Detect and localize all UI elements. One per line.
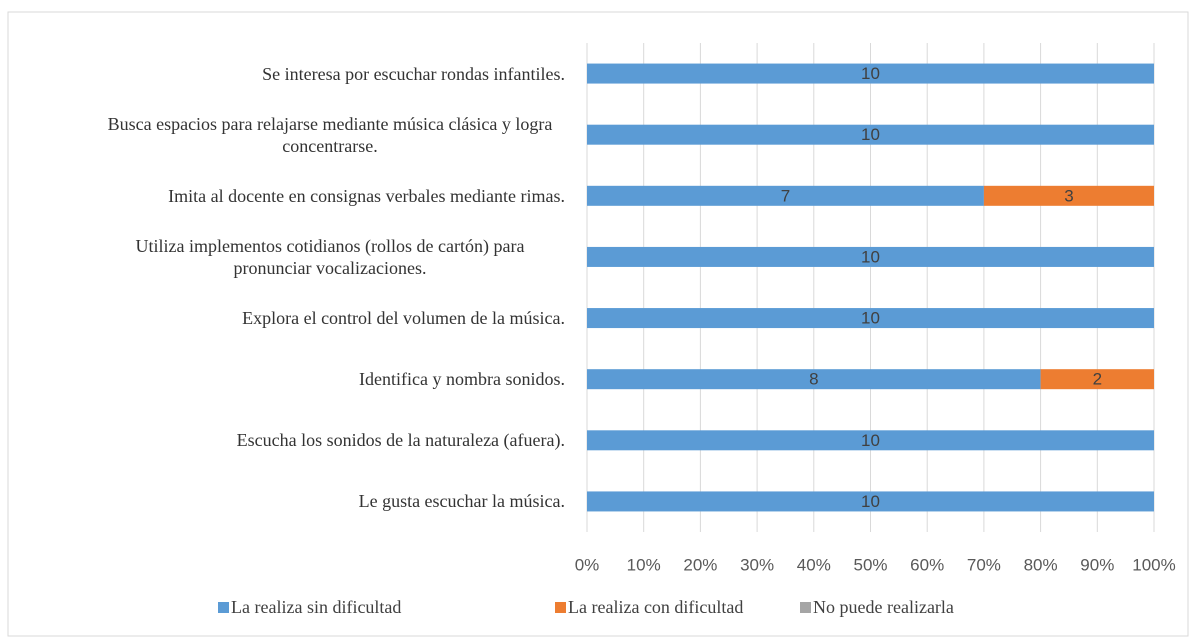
x-tick-label: 50% bbox=[853, 555, 887, 574]
x-tick-label: 80% bbox=[1024, 555, 1058, 574]
y-tick-label: Identifica y nombra sonidos. bbox=[359, 369, 565, 390]
x-tick-label: 60% bbox=[910, 555, 944, 574]
bar-segment bbox=[587, 369, 1041, 390]
bar-segment bbox=[587, 308, 1154, 329]
x-tick-label: 0% bbox=[575, 555, 600, 574]
data-label: 8 bbox=[809, 370, 818, 389]
bar-segment bbox=[587, 63, 1154, 84]
x-tick-label: 70% bbox=[967, 555, 1001, 574]
bar-segment bbox=[1040, 369, 1154, 390]
y-tick-label: Se interesa por escuchar rondas infantil… bbox=[262, 63, 565, 84]
y-tick-label: Explora el control del volumen de la mús… bbox=[242, 308, 565, 329]
x-tick-label: 30% bbox=[740, 555, 774, 574]
data-label: 10 bbox=[861, 64, 880, 83]
data-label: 10 bbox=[861, 125, 880, 144]
bar-segment bbox=[587, 430, 1154, 451]
x-tick-label: 100% bbox=[1132, 555, 1175, 574]
data-label: 10 bbox=[861, 247, 880, 266]
legend-swatch bbox=[800, 602, 811, 613]
legend-label: No puede realizarla bbox=[813, 597, 954, 617]
y-tick-label: Le gusta escuchar la música. bbox=[358, 491, 565, 512]
bar-segment bbox=[587, 185, 984, 206]
legend-swatch bbox=[218, 602, 229, 613]
y-tick-label: Utiliza implementos cotidianos (rollos d… bbox=[135, 235, 525, 278]
x-tick-label: 90% bbox=[1080, 555, 1114, 574]
data-label: 10 bbox=[861, 309, 880, 328]
bar-segment bbox=[587, 124, 1154, 145]
data-label: 10 bbox=[861, 492, 880, 511]
data-label: 2 bbox=[1093, 370, 1102, 389]
y-tick-label: Imita al docente en consignas verbales m… bbox=[168, 185, 565, 206]
legend-swatch bbox=[555, 602, 566, 613]
y-tick-label: Escucha los sonidos de la naturaleza (af… bbox=[236, 430, 565, 451]
legend-label: La realiza sin dificultad bbox=[231, 597, 401, 617]
data-label: 7 bbox=[781, 186, 790, 205]
data-label: 10 bbox=[861, 431, 880, 450]
bar-segment bbox=[983, 185, 1154, 206]
x-tick-label: 10% bbox=[627, 555, 661, 574]
x-tick-label: 40% bbox=[797, 555, 831, 574]
data-label: 3 bbox=[1064, 186, 1073, 205]
legend-label: La realiza con dificultad bbox=[568, 597, 743, 617]
y-tick-label: Busca espacios para relajarse mediante m… bbox=[107, 113, 553, 156]
bar-segment bbox=[587, 246, 1154, 267]
x-tick-label: 20% bbox=[683, 555, 717, 574]
bar-segment bbox=[587, 491, 1154, 512]
